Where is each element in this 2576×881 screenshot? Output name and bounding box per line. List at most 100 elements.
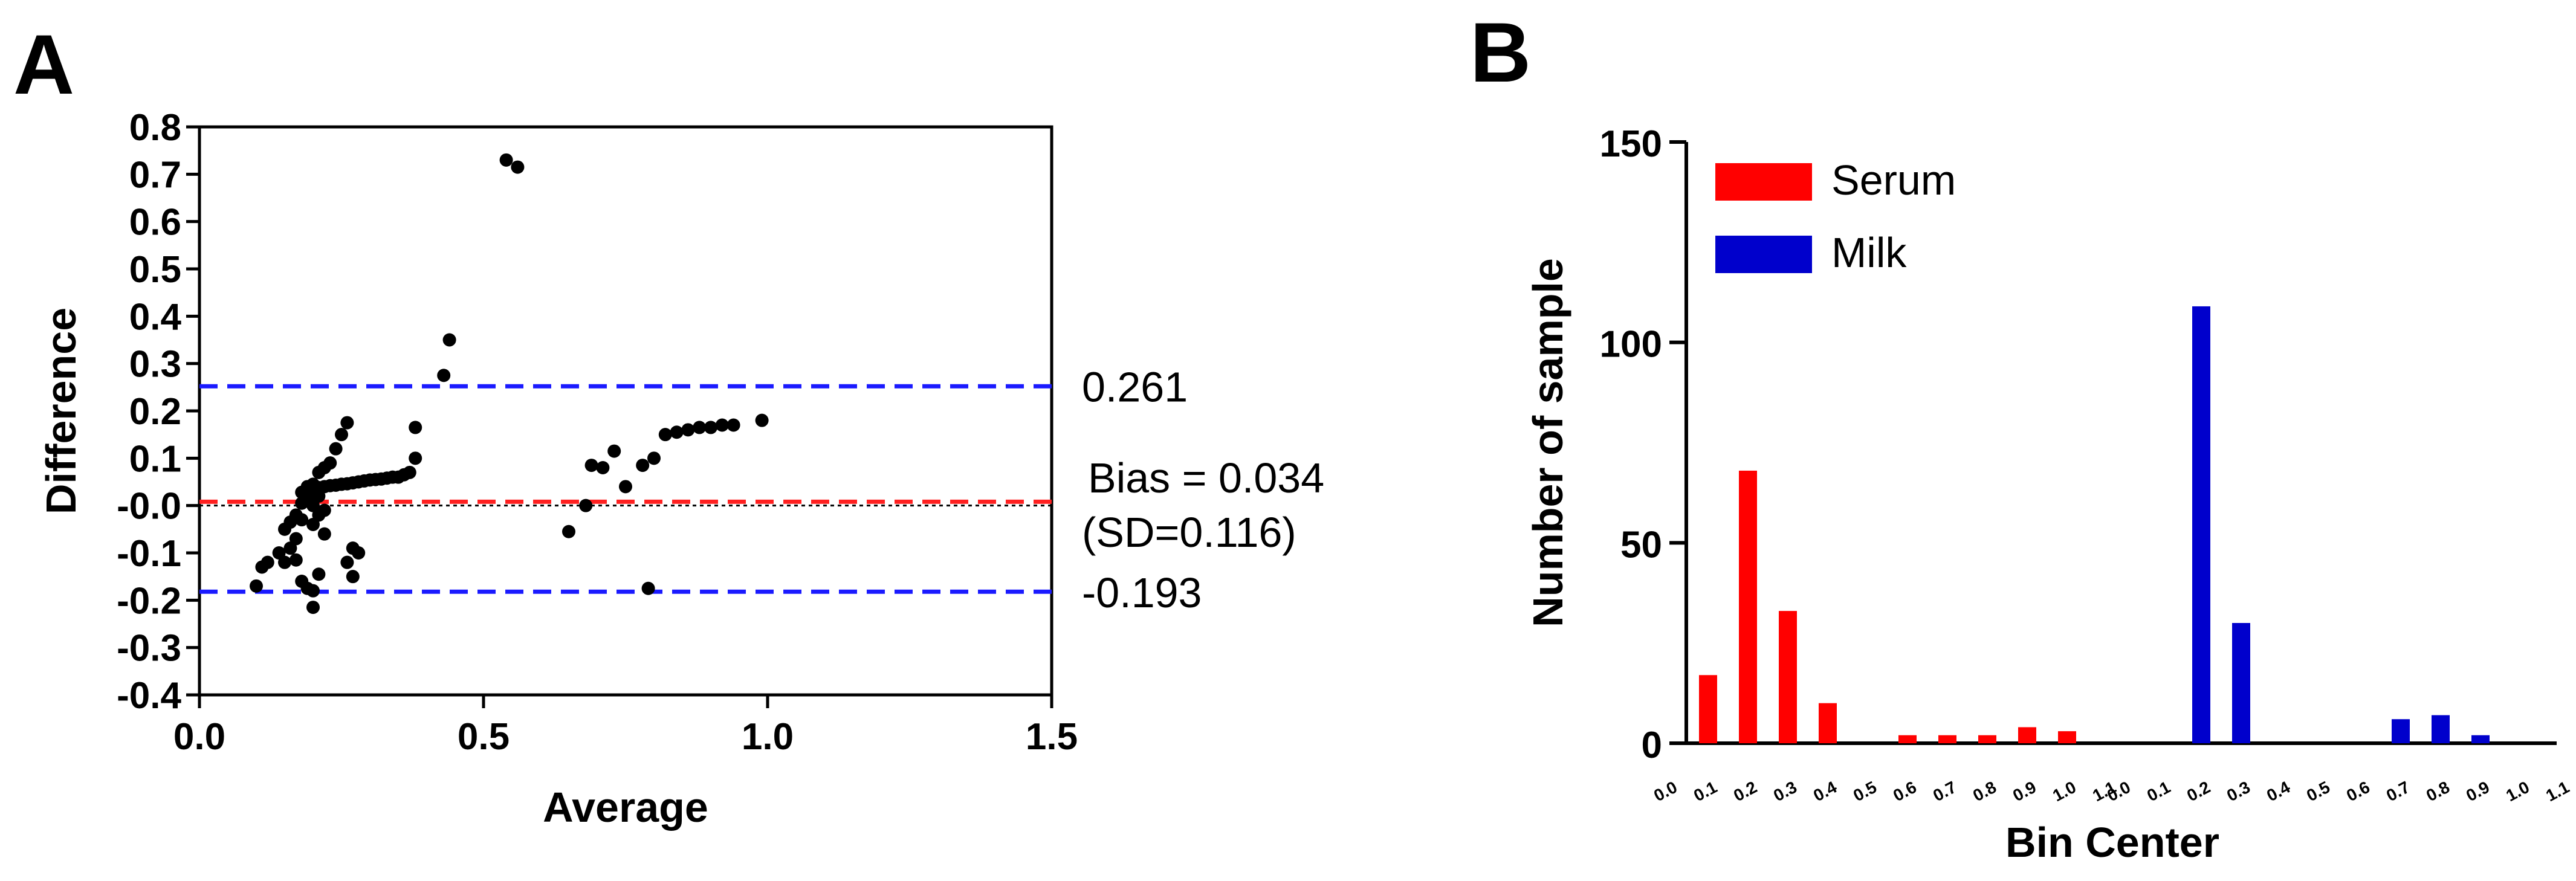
- data-point: [289, 553, 303, 567]
- x-tick-label: 0.5: [1850, 778, 1880, 805]
- bar-milk: [2232, 623, 2250, 743]
- data-point: [499, 153, 513, 167]
- bar-serum: [1739, 470, 1757, 743]
- data-point: [295, 513, 309, 527]
- data-point: [755, 413, 769, 427]
- sd-label: (SD=0.116): [1082, 509, 1296, 556]
- x-axis-title: Bin Center: [2005, 819, 2219, 866]
- y-tick-label: -0.1: [117, 533, 181, 575]
- x-tick-label: 0.8: [2423, 778, 2453, 805]
- x-tick-label: 0.4: [1810, 778, 1840, 805]
- data-point: [352, 546, 366, 560]
- bar-serum: [1779, 611, 1797, 743]
- data-point: [562, 524, 575, 538]
- bar-milk: [2192, 306, 2210, 743]
- x-tick-label: 0.5: [458, 716, 510, 758]
- y-tick-label: 0.5: [129, 249, 181, 291]
- y-tick-label: 150: [1600, 123, 1662, 165]
- data-point: [727, 418, 740, 432]
- lower-limit-label: -0.193: [1082, 569, 1202, 616]
- data-point: [636, 459, 650, 473]
- panel-b-histogram: 0 50 100 150 0.0 0.1 0.2 0.3 0.4 0.5 0.6 0.7 0.8 0.9 1…: [1524, 123, 2572, 866]
- data-point: [715, 418, 729, 432]
- bar-serum: [1938, 735, 1956, 743]
- x-tick-label: 1.0: [2503, 778, 2532, 805]
- data-point: [409, 451, 422, 465]
- data-point: [323, 456, 337, 470]
- x-tick-label: 0.3: [1770, 778, 1800, 805]
- x-tick-label: 0.6: [1890, 778, 1920, 805]
- data-point: [607, 444, 621, 458]
- data-point: [409, 421, 422, 434]
- y-tick-label: 0.2: [129, 391, 181, 433]
- data-point: [250, 579, 263, 593]
- data-point: [693, 421, 707, 434]
- data-point: [335, 428, 348, 442]
- y-tick-label: 100: [1600, 324, 1662, 366]
- x-tick-label: 0.9: [2463, 778, 2493, 805]
- bar-serum: [1978, 735, 1996, 743]
- legend-label-milk: Milk: [1831, 229, 1907, 276]
- data-point: [283, 541, 297, 555]
- data-point: [312, 489, 326, 503]
- bar-serum: [1898, 735, 1917, 743]
- data-point: [596, 461, 610, 474]
- x-tick-label: 0.5: [2303, 778, 2333, 805]
- legend-swatch-milk: [1715, 236, 1812, 273]
- bar-milk: [2392, 719, 2410, 743]
- panel-b-label: B: [1470, 5, 1531, 100]
- data-point: [306, 601, 320, 615]
- x-tick-label: 1.0: [742, 716, 794, 758]
- x-tick-label: 0.9: [2010, 778, 2039, 805]
- data-point: [340, 416, 354, 430]
- upper-limit-label: 0.261: [1082, 363, 1188, 410]
- bar-serum: [1819, 703, 1837, 743]
- x-tick-label: 0.7: [2383, 778, 2413, 805]
- data-point: [312, 465, 326, 479]
- data-point: [340, 555, 354, 569]
- x-tick-label: 0.0: [1651, 778, 1680, 805]
- x-tick-label: 0.2: [1730, 778, 1760, 805]
- x-tick-label: 1.0: [2050, 778, 2079, 805]
- x-tick-label: 0.1: [1691, 778, 1720, 805]
- y-tick-label: 0.7: [129, 154, 181, 196]
- data-point: [681, 423, 695, 437]
- legend-label-serum: Serum: [1831, 157, 1956, 204]
- x-tick-label: 0.1: [2144, 778, 2173, 805]
- data-point: [346, 570, 360, 584]
- y-tick-label: -0.3: [117, 628, 181, 670]
- y-axis-title: Difference: [37, 308, 85, 514]
- bar-serum: [1699, 675, 1717, 743]
- panel-a-label: A: [13, 17, 74, 112]
- data-point: [255, 560, 269, 574]
- legend-swatch-serum: [1715, 163, 1812, 201]
- data-point: [619, 480, 632, 494]
- bar-milk: [2471, 735, 2490, 743]
- x-tick-label: 0.0: [173, 716, 225, 758]
- data-point: [584, 459, 598, 473]
- data-point: [278, 522, 291, 536]
- data-point: [312, 567, 326, 581]
- y-tick-label: -0.0: [117, 486, 181, 528]
- panel-a-scatter: -0.4 -0.3 -0.2 -0.1 -0.0 0.1 0.2 0.3 0.4 0.5 0.6 0.…: [37, 107, 1324, 831]
- y-tick-label: -0.2: [117, 580, 181, 622]
- data-point: [306, 584, 320, 598]
- data-point: [641, 581, 655, 595]
- y-tick-label: 0.8: [129, 107, 181, 149]
- data-point: [306, 477, 320, 491]
- data-point: [437, 369, 451, 382]
- bar-serum: [2018, 727, 2036, 743]
- x-tick-label: 0.7: [1930, 778, 1960, 805]
- data-point: [647, 451, 661, 465]
- bar-milk: [2432, 715, 2450, 743]
- data-point: [511, 160, 525, 174]
- data-point: [329, 442, 343, 456]
- y-tick-label: 0.4: [129, 296, 182, 338]
- x-tick-label: 1.1: [2543, 778, 2572, 805]
- y-axis-title: Number of sample: [1524, 258, 1571, 627]
- data-point: [278, 555, 291, 569]
- x-tick-label: 0.4: [2264, 778, 2293, 805]
- y-tick-label: 0: [1642, 724, 1662, 766]
- x-tick-label: 0.3: [2224, 778, 2253, 805]
